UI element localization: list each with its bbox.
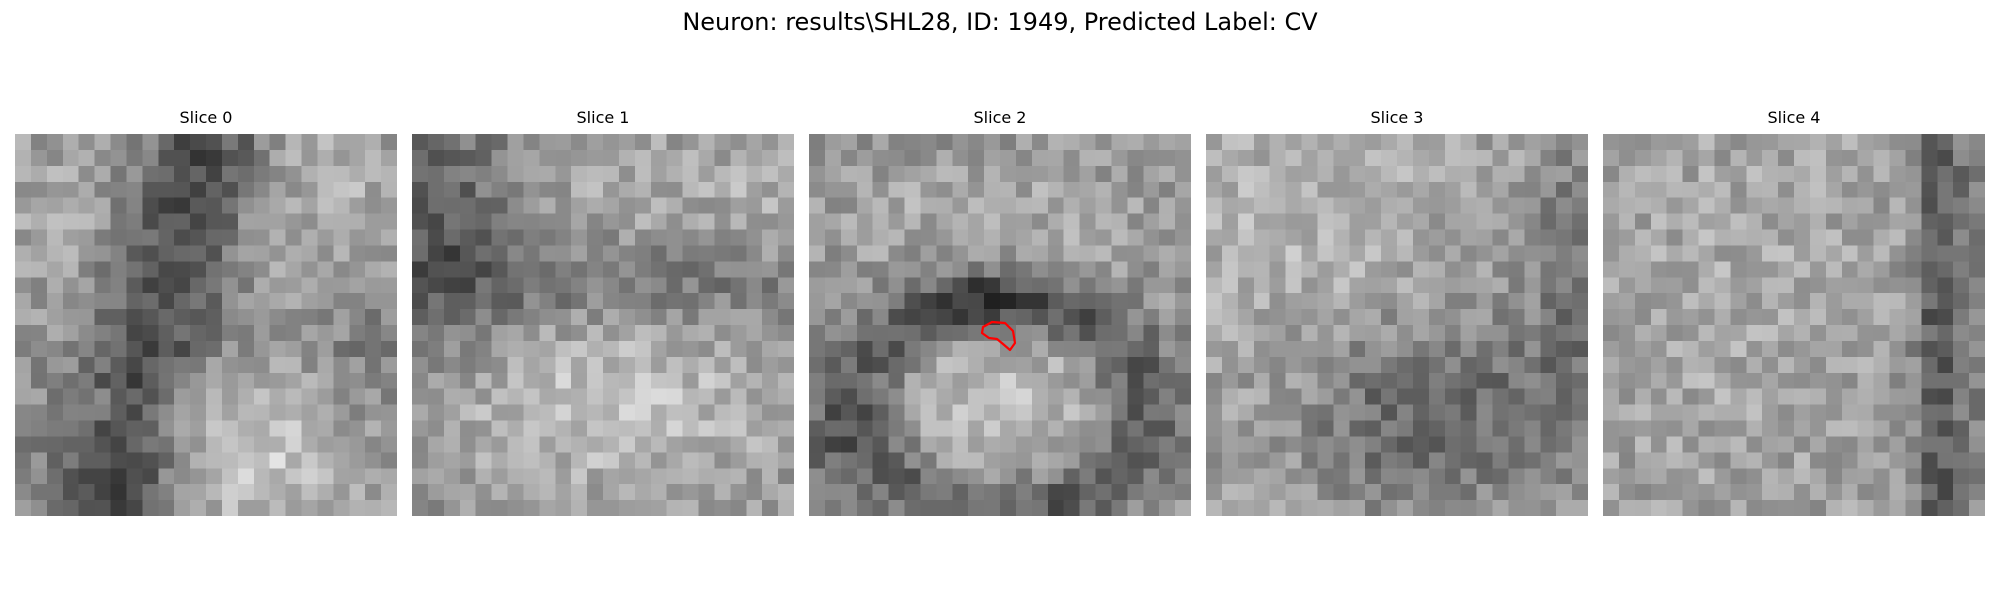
slice-title-2: Slice 2: [973, 108, 1027, 127]
roi-contour: [980, 320, 1017, 352]
slice-image-1: [412, 134, 794, 516]
slice-title-4: Slice 4: [1767, 108, 1821, 127]
slice-image-3: [1206, 134, 1588, 516]
slice-image-0: [15, 134, 397, 516]
slice-title-3: Slice 3: [1370, 108, 1424, 127]
slice-title-1: Slice 1: [576, 108, 630, 127]
slice-image-4: [1603, 134, 1985, 516]
slice-image-2: [809, 134, 1191, 516]
figure-title: Neuron: results\SHL28, ID: 1949, Predict…: [682, 8, 1318, 36]
slice-title-0: Slice 0: [179, 108, 233, 127]
